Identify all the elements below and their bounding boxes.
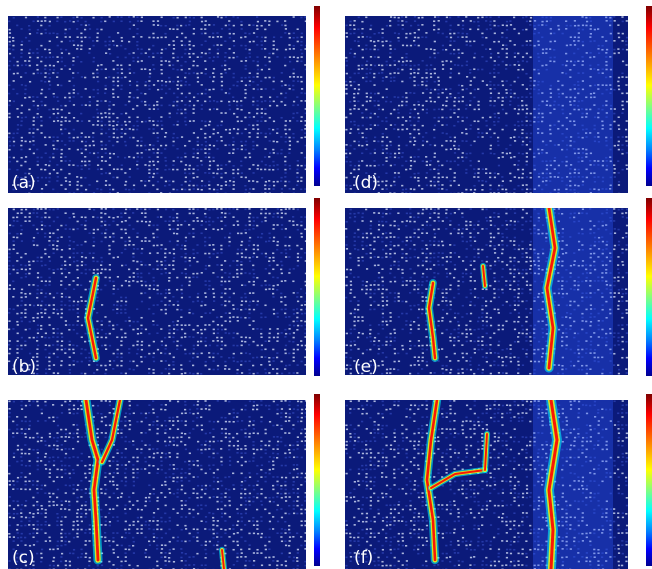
panel-label-e: (e): [354, 357, 378, 377]
field-svg-e: [345, 208, 628, 375]
panel-label-c: (c): [12, 548, 35, 568]
damage-field-d: [345, 16, 628, 193]
field-svg-a: [8, 16, 306, 193]
panel-c: (c): [5, 390, 325, 569]
field-svg-c: [8, 400, 306, 569]
field-svg-f: [345, 400, 628, 569]
colorbar-d: [646, 6, 652, 186]
damage-field-b: [8, 208, 306, 375]
damage-field-f: [345, 400, 628, 569]
panel-a: (a): [5, 6, 325, 196]
colorbar-a: [314, 6, 320, 186]
panel-label-d: (d): [354, 173, 379, 193]
colorbar-b: [314, 198, 320, 376]
panel-d: (d): [342, 6, 652, 196]
field-svg-d: [345, 16, 628, 193]
colorbar-f: [646, 394, 652, 566]
field-svg-b: [8, 208, 306, 375]
panel-b: (b): [5, 198, 325, 388]
panel-f: (f): [342, 390, 652, 569]
damage-field-a: [8, 16, 306, 193]
colorbar-c: [314, 394, 320, 566]
panel-label-b: (b): [12, 357, 37, 377]
damage-field-c: [8, 400, 306, 569]
panel-e: (e): [342, 198, 652, 388]
damage-field-e: [345, 208, 628, 375]
panel-label-a: (a): [12, 173, 36, 193]
colorbar-e: [646, 198, 652, 376]
panel-label-f: (f): [354, 548, 374, 568]
